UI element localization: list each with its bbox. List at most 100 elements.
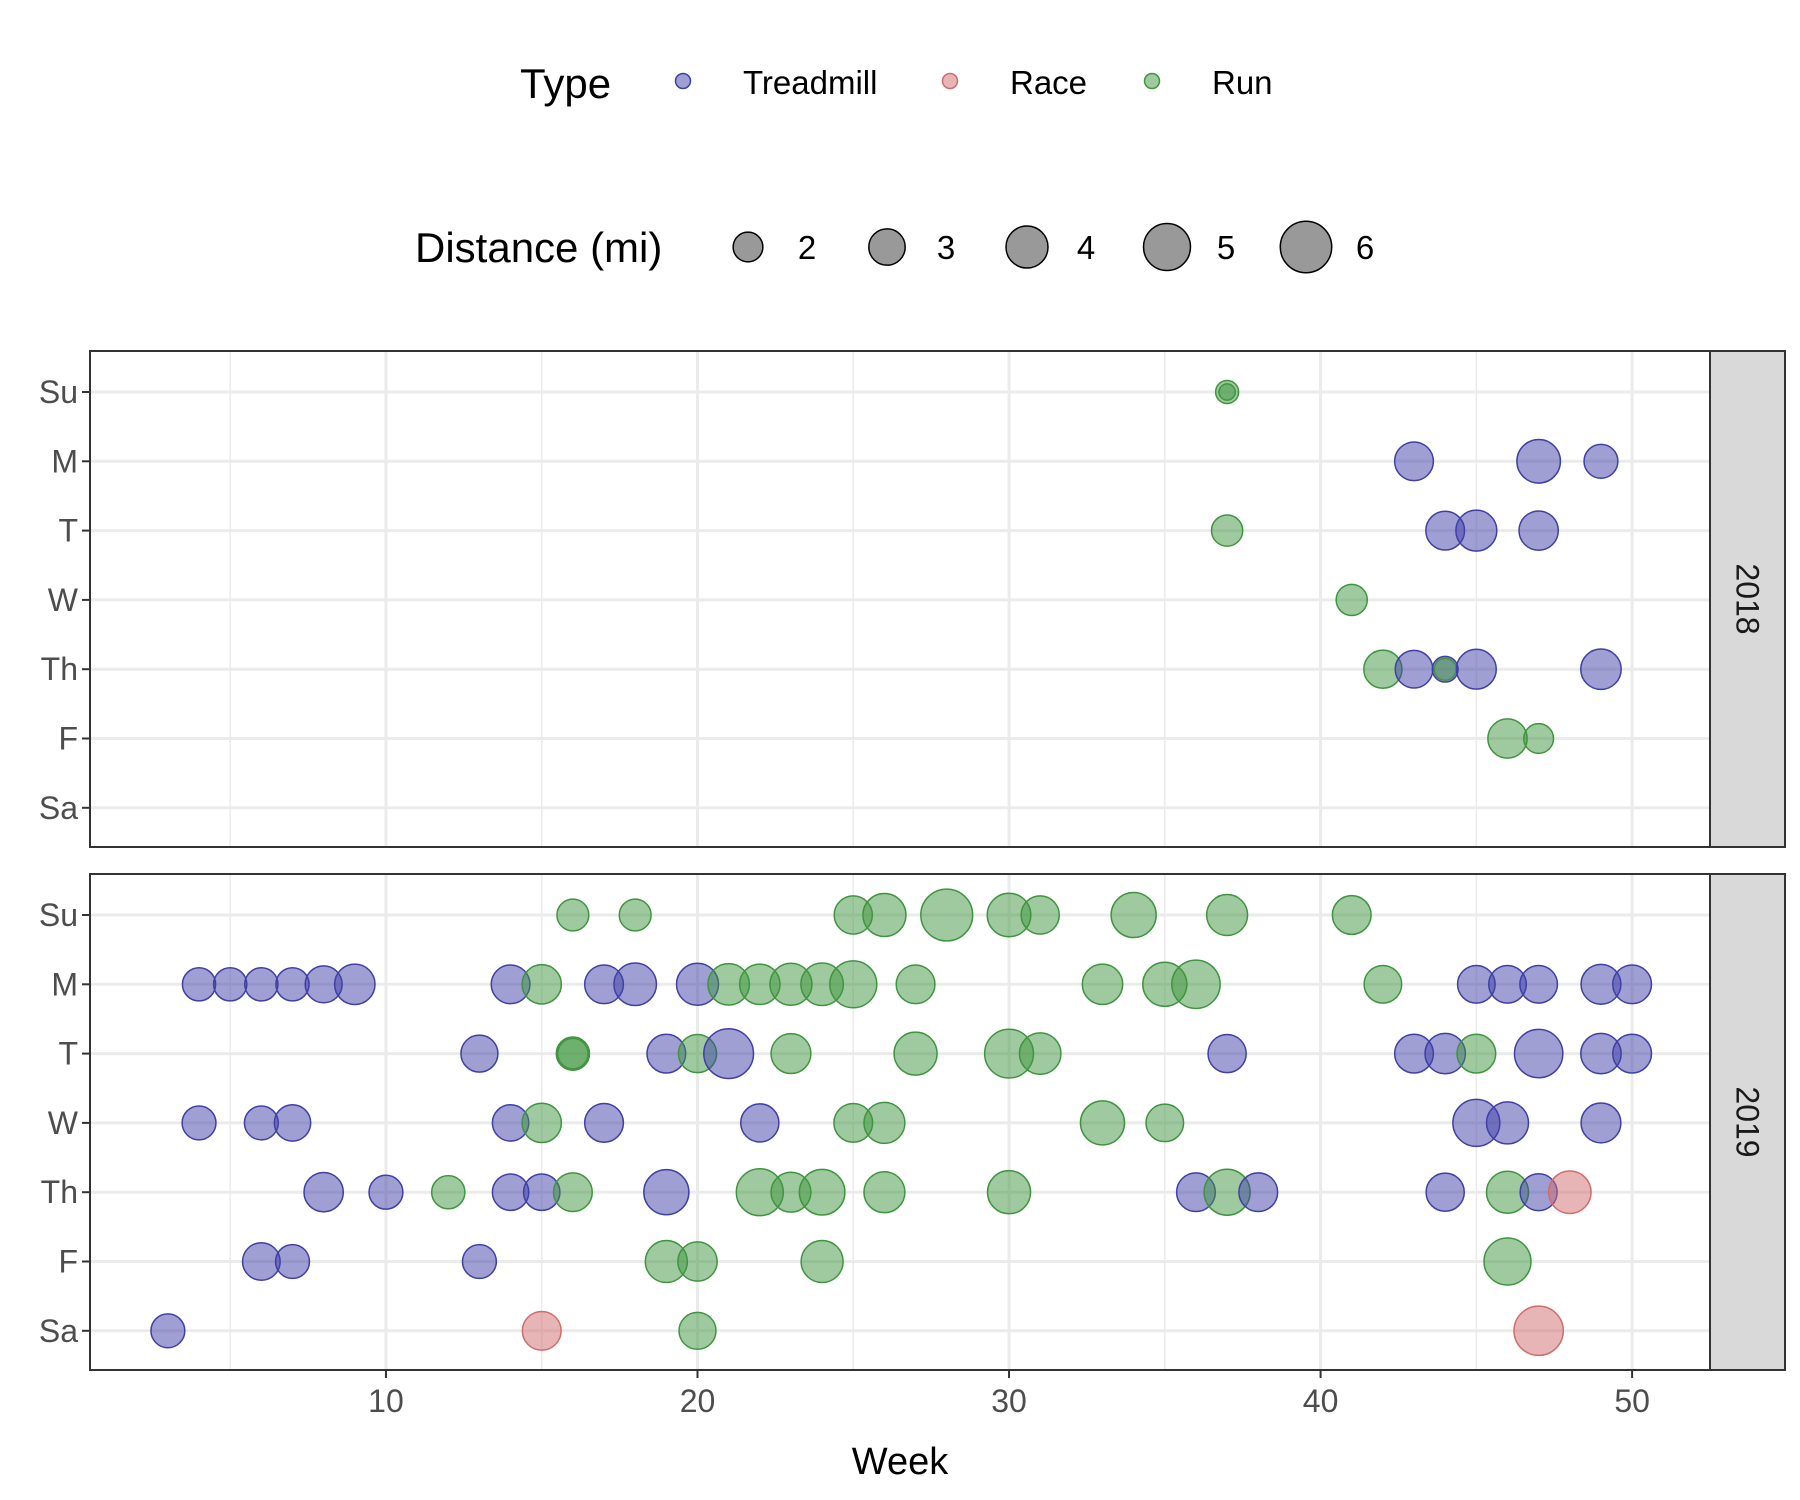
legend-size-label-6: 6	[1356, 229, 1374, 266]
data-point	[556, 1037, 589, 1070]
facet-strip	[1709, 350, 1786, 848]
data-point	[1210, 514, 1244, 547]
data-point	[461, 1243, 498, 1280]
data-point	[1547, 1170, 1592, 1215]
data-point	[1335, 583, 1369, 617]
legend-size-key-3	[868, 228, 906, 266]
data-point	[1485, 1101, 1530, 1145]
data-point	[583, 1102, 625, 1144]
legend-type-title: Type	[520, 60, 611, 107]
data-point	[552, 1172, 593, 1213]
legend-size-label-3: 3	[937, 229, 955, 266]
y-tick-label: Su	[39, 897, 78, 933]
data-point	[303, 1171, 345, 1213]
y-tick-label: W	[48, 1105, 79, 1141]
y-tick-label: T	[58, 1036, 78, 1072]
legend-type-items: Treadmill Race Run	[674, 64, 1273, 101]
legend-type: Type Treadmill Race Run	[520, 60, 1273, 107]
data-point	[920, 888, 974, 942]
y-tick-label: Th	[41, 1174, 78, 1210]
data-point	[1456, 1033, 1497, 1074]
facet-strip-label: 2018	[1730, 563, 1766, 634]
data-point	[521, 1310, 562, 1351]
x-axis-title: Week	[852, 1441, 949, 1483]
legend-label-run: Run	[1212, 64, 1273, 101]
data-point	[798, 1168, 846, 1216]
data-point	[1081, 963, 1124, 1006]
y-tick-label: Sa	[39, 790, 78, 826]
legend-label-treadmill: Treadmill	[743, 64, 877, 101]
x-tick-label: 40	[1303, 1383, 1339, 1419]
data-point	[986, 1169, 1032, 1215]
data-point	[1519, 964, 1559, 1004]
data-point	[1020, 895, 1061, 935]
data-point	[273, 1103, 312, 1142]
y-tick-label: Th	[41, 651, 78, 687]
legend-size-key-4	[1005, 225, 1049, 269]
data-point	[1580, 648, 1622, 691]
data-point	[521, 963, 563, 1005]
data-point	[618, 898, 652, 932]
data-point	[863, 1170, 906, 1214]
data-point	[243, 966, 279, 1002]
x-tick-label: 50	[1614, 1383, 1650, 1419]
data-point	[1518, 510, 1560, 551]
data-point	[895, 964, 936, 1005]
data-point	[1363, 964, 1403, 1004]
legend-key-run	[1143, 72, 1161, 90]
data-point	[1145, 1103, 1185, 1143]
data-point	[1110, 891, 1157, 939]
legend-size-title: Distance (mi)	[415, 224, 662, 271]
y-tick-label: M	[51, 443, 78, 479]
data-point	[1218, 383, 1236, 401]
legend-size-key-6	[1279, 220, 1333, 274]
y-tick-label: Su	[39, 374, 78, 410]
data-point	[1433, 657, 1457, 681]
x-axis: 10 20 30 40 50	[368, 1370, 1650, 1419]
data-point	[893, 1031, 938, 1076]
legend-key-treadmill	[674, 72, 692, 90]
data-point	[1513, 1028, 1564, 1079]
data-point	[460, 1034, 499, 1073]
data-point	[1079, 1100, 1126, 1146]
data-point	[212, 966, 248, 1002]
data-point	[1612, 964, 1653, 1005]
legend-size-items: 2 3 4 5 6	[732, 220, 1374, 274]
legend-size-label-4: 4	[1077, 229, 1095, 266]
data-point	[368, 1174, 404, 1210]
y-tick-label: F	[58, 1244, 78, 1280]
data-point	[678, 1311, 717, 1351]
legend-label-race: Race	[1010, 64, 1087, 101]
data-point	[739, 1103, 780, 1143]
panel-2018: Su MTW Th F Sa 2018	[39, 350, 1786, 848]
data-point	[556, 898, 590, 932]
data-point	[1238, 1172, 1279, 1213]
legend-size-key-2	[732, 231, 764, 263]
data-point	[863, 1101, 906, 1145]
legend-size-label-5: 5	[1217, 229, 1235, 266]
legend-size-label-2: 2	[798, 229, 816, 266]
data-point	[613, 962, 658, 1007]
data-point	[643, 1168, 690, 1216]
data-point	[1394, 649, 1434, 689]
data-point	[800, 1239, 844, 1284]
legend-size: Distance (mi) 2 3 4 5 6	[415, 220, 1374, 274]
y-tick-label: Sa	[39, 1313, 78, 1349]
data-point	[1483, 1237, 1532, 1286]
data-point	[275, 966, 310, 1002]
data-point	[181, 966, 217, 1002]
legend-size-key-5	[1142, 222, 1192, 272]
data-point	[829, 960, 878, 1009]
data-point	[1580, 1102, 1622, 1144]
y-tick-label: T	[58, 513, 78, 549]
legend-key-race	[941, 72, 959, 90]
data-point	[770, 1032, 812, 1075]
data-point	[521, 1102, 563, 1144]
data-point	[1018, 1032, 1062, 1076]
data-point	[1425, 1172, 1466, 1213]
data-point	[677, 1241, 718, 1282]
data-point	[243, 1105, 280, 1141]
x-tick-label: 10	[368, 1383, 404, 1419]
y-tick-label: F	[58, 721, 78, 757]
